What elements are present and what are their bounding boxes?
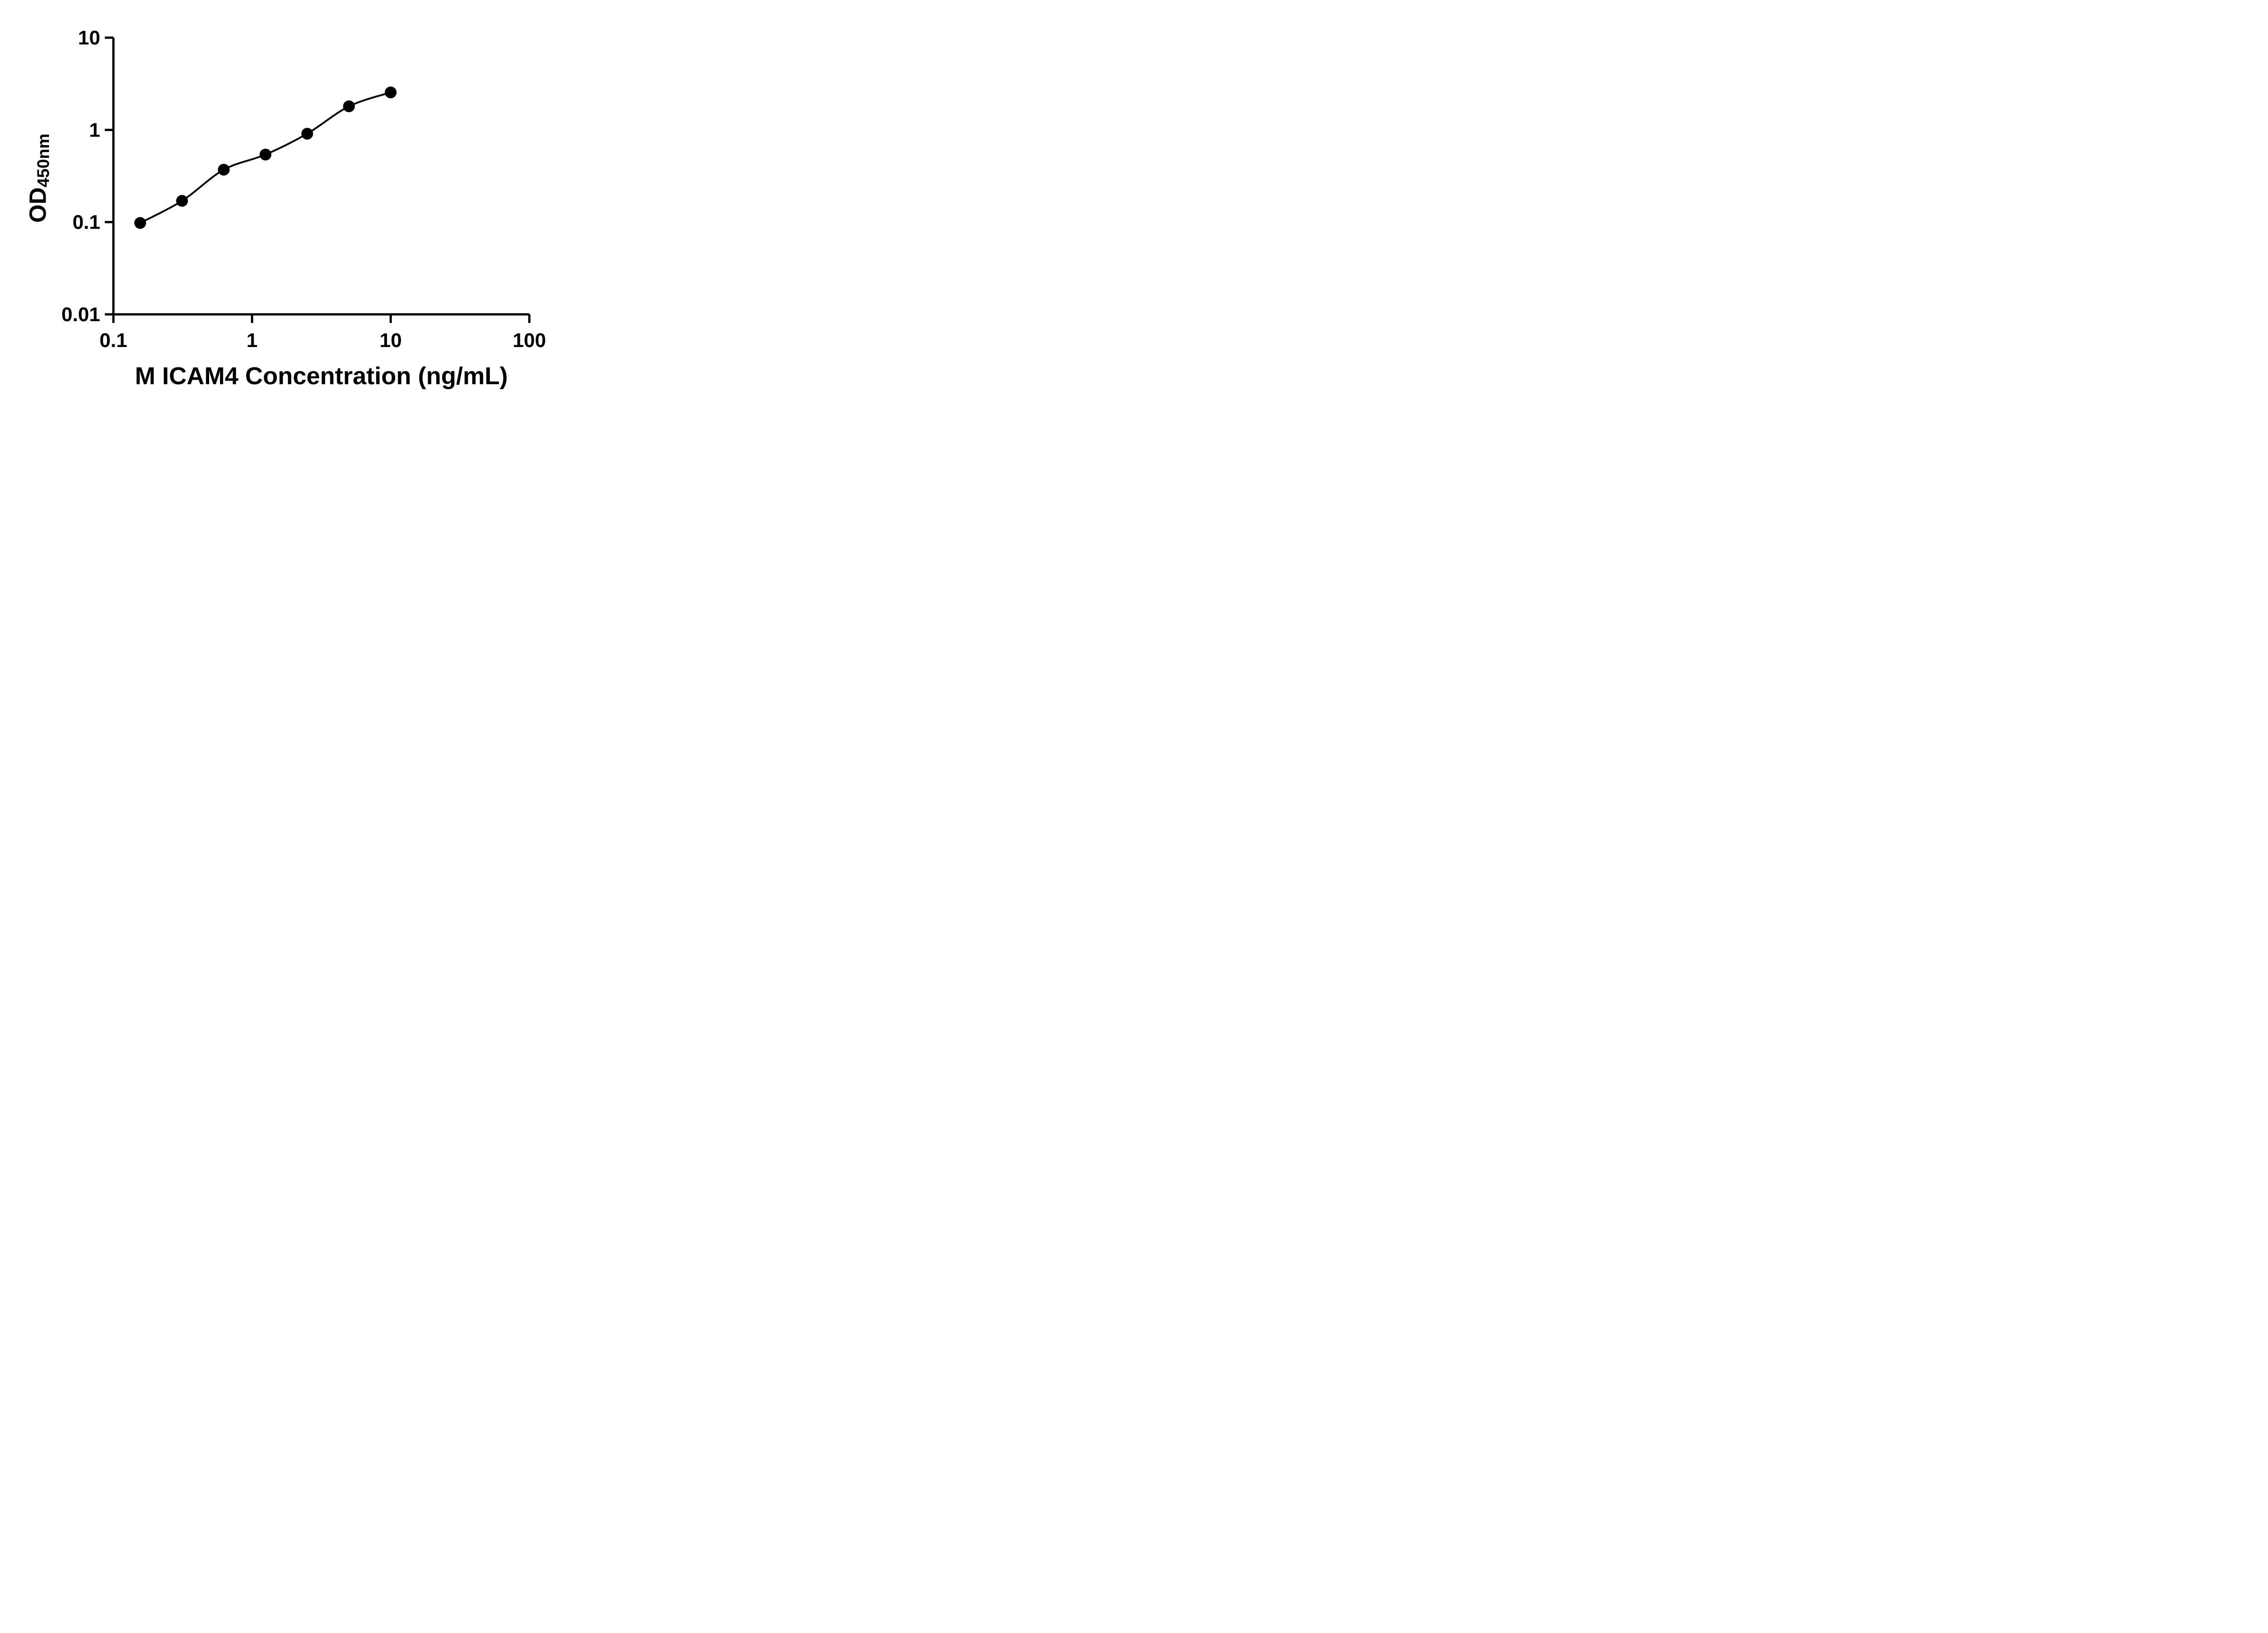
data-point bbox=[134, 217, 146, 229]
x-tick-label: 0.1 bbox=[99, 329, 127, 352]
x-axis-title: M ICAM4 Concentration (ng/mL) bbox=[135, 362, 508, 390]
data-point bbox=[259, 148, 272, 161]
data-point bbox=[218, 164, 230, 176]
elisa-standard-curve-figure: 0.01 0.1 1 10 0.1 1 10 100 OD450nm M ICAM4 Conc… bbox=[0, 0, 583, 408]
y-axis-title-subscript: 450nm bbox=[33, 133, 53, 187]
axes-lines bbox=[112, 38, 529, 316]
y-axis-title-main: OD bbox=[25, 187, 51, 223]
y-tick-label: 0.01 bbox=[61, 303, 100, 326]
data-point bbox=[301, 127, 313, 140]
data-point bbox=[343, 100, 355, 112]
x-tick-label: 10 bbox=[380, 329, 402, 352]
x-tick-label: 100 bbox=[513, 329, 546, 352]
y-tick-label: 10 bbox=[78, 27, 100, 49]
data-point bbox=[385, 86, 397, 98]
data-point bbox=[176, 195, 188, 207]
y-tick-label: 1 bbox=[89, 119, 100, 141]
y-tick-label: 0.1 bbox=[73, 211, 100, 234]
y-axis-title: OD450nm bbox=[25, 133, 53, 223]
plot-area: 0.01 0.1 1 10 0.1 1 10 100 bbox=[61, 27, 546, 352]
x-tick-label: 1 bbox=[246, 329, 257, 352]
